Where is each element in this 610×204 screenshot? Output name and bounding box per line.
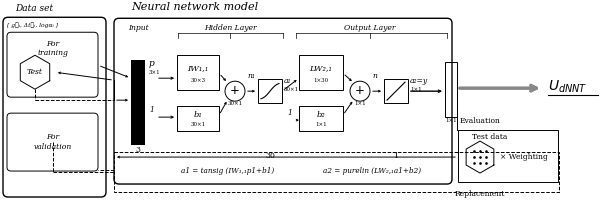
Bar <box>177 55 219 90</box>
Text: 30×1: 30×1 <box>284 87 299 92</box>
Text: 30×1: 30×1 <box>190 122 206 127</box>
Text: 1×1: 1×1 <box>445 118 457 123</box>
Text: a₂=y: a₂=y <box>410 77 428 85</box>
Text: 1×1: 1×1 <box>354 101 366 106</box>
Text: Input: Input <box>128 24 149 32</box>
Text: 3: 3 <box>135 146 140 154</box>
Text: Replacement: Replacement <box>455 190 505 198</box>
Bar <box>131 60 145 145</box>
Text: Neural network model: Neural network model <box>131 2 259 12</box>
Text: [ gᵯᵢ, Δtᵯᵢ, logαᵢ ]: [ gᵯᵢ, Δtᵯᵢ, logαᵢ ] <box>7 23 58 28</box>
Bar <box>114 152 559 192</box>
Text: a2 = purelin (LW₂,₁a1+b2): a2 = purelin (LW₂,₁a1+b2) <box>323 167 421 175</box>
Text: Data set: Data set <box>15 4 53 13</box>
Text: IW₁,₁: IW₁,₁ <box>187 64 209 72</box>
Text: 1: 1 <box>287 109 292 117</box>
Bar <box>458 130 558 182</box>
Text: 1×1: 1×1 <box>315 122 327 127</box>
Text: 1: 1 <box>393 152 398 160</box>
Text: LW₂,₁: LW₂,₁ <box>309 64 332 72</box>
Bar <box>299 55 343 90</box>
Text: a₁: a₁ <box>284 77 292 85</box>
Text: Test: Test <box>27 68 43 76</box>
Text: 1×30: 1×30 <box>314 78 329 83</box>
Bar <box>445 62 457 117</box>
Text: 30: 30 <box>265 152 275 160</box>
Text: 1×1: 1×1 <box>410 87 422 92</box>
Text: b₁: b₁ <box>193 111 203 119</box>
Text: +: + <box>355 84 365 97</box>
Text: 30×1: 30×1 <box>228 101 243 106</box>
Bar <box>258 79 282 103</box>
Bar <box>384 79 408 103</box>
Text: n₁: n₁ <box>247 72 255 80</box>
Text: 3×1: 3×1 <box>149 70 160 75</box>
Text: $U_{dNNT}$: $U_{dNNT}$ <box>548 79 587 95</box>
Text: Hidden Layer: Hidden Layer <box>204 24 256 32</box>
Bar <box>299 106 343 131</box>
Text: b₂: b₂ <box>317 111 325 119</box>
Bar <box>177 106 219 131</box>
Text: 30×3: 30×3 <box>190 78 206 83</box>
Text: For
training: For training <box>38 40 68 57</box>
Text: p: p <box>149 59 155 68</box>
Text: For
validation: For validation <box>34 133 72 151</box>
Text: Evaluation: Evaluation <box>459 117 500 125</box>
Text: 1: 1 <box>149 106 154 114</box>
Text: +: + <box>230 84 240 97</box>
Text: n: n <box>372 72 377 80</box>
Text: Output Layer: Output Layer <box>344 24 396 32</box>
Text: × Weighting: × Weighting <box>500 153 548 161</box>
Text: Test data: Test data <box>472 133 508 141</box>
Text: a1 = tansig (IW₁,₁p1+b1): a1 = tansig (IW₁,₁p1+b1) <box>181 167 274 175</box>
